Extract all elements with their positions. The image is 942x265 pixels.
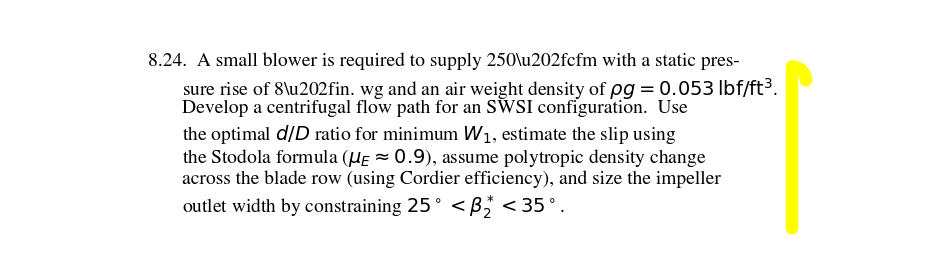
- Text: sure rise of 8\u202fin. wg and an air weight density of $\rho g = 0.053\,\mathrm: sure rise of 8\u202fin. wg and an air we…: [182, 76, 778, 102]
- Text: the Stodola formula ($\mu_E \approx 0.9$), assume polytropic density change: the Stodola formula ($\mu_E \approx 0.9$…: [182, 147, 706, 169]
- Text: across the blade row (using Cordier efficiency), and size the impeller: across the blade row (using Cordier effi…: [182, 170, 721, 188]
- Text: outlet width by constraining $25^\circ < \beta_2^* < 35^\circ$.: outlet width by constraining $25^\circ <…: [182, 193, 565, 221]
- Text: Develop a centrifugal flow path for an SWSI configuration.  Use: Develop a centrifugal flow path for an S…: [182, 100, 688, 117]
- Text: 8.24.  A small blower is required to supply 250\u202fcfm with a static pres-: 8.24. A small blower is required to supp…: [149, 52, 740, 70]
- Text: the optimal $d/D$ ratio for minimum $W_1$, estimate the slip using: the optimal $d/D$ ratio for minimum $W_1…: [182, 123, 676, 146]
